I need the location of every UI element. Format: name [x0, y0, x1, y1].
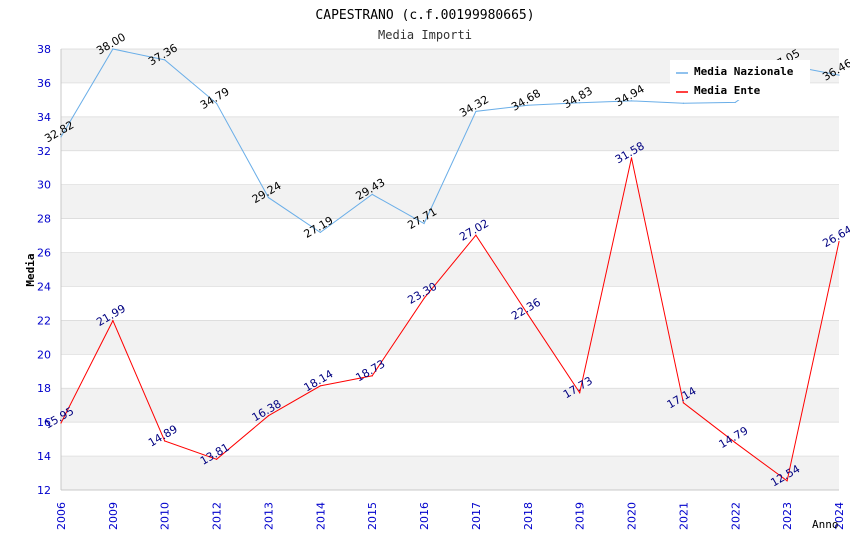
x-tick-label: 2014	[314, 502, 327, 530]
chart-subtitle: Media Importi	[378, 28, 472, 42]
x-tick-label: 2017	[470, 502, 483, 530]
data-point	[838, 241, 840, 243]
y-tick-label: 38	[37, 43, 51, 56]
legend-label-media-ente: Media Ente	[694, 84, 761, 97]
series-line-media-nazionale	[60, 48, 840, 234]
data-point	[371, 193, 373, 195]
y-tick-label: 28	[37, 213, 51, 226]
x-tick-label: 2020	[626, 502, 639, 530]
series-lines	[60, 48, 840, 482]
y-tick-label: 20	[37, 348, 51, 361]
plot-band	[61, 184, 839, 219]
plot-band	[61, 116, 839, 151]
y-tick-label: 22	[37, 314, 51, 327]
y-tick-label: 34	[37, 111, 51, 124]
x-tick-label: 2019	[574, 502, 587, 530]
y-tick-label: 30	[37, 179, 51, 192]
data-point	[786, 480, 788, 482]
y-axis-label: Media	[24, 253, 37, 286]
data-point	[579, 102, 581, 104]
data-label: 14.79	[717, 424, 751, 451]
data-point	[838, 74, 840, 76]
data-point	[60, 136, 62, 138]
x-tick-label: 2018	[522, 502, 535, 530]
data-label: 26.64	[820, 223, 850, 250]
plot-band	[61, 320, 839, 355]
plot-background-bands	[61, 49, 839, 490]
data-point	[371, 375, 373, 377]
data-point	[423, 297, 425, 299]
data-point	[475, 110, 477, 113]
x-tick-label: 2021	[677, 502, 690, 530]
x-tick-label: 2023	[781, 502, 794, 530]
data-label: 27.02	[457, 217, 491, 244]
plot-band	[61, 388, 839, 423]
data-point	[216, 102, 218, 105]
x-tick-label: 2012	[211, 502, 224, 530]
data-point	[734, 101, 736, 104]
data-point	[60, 422, 62, 424]
data-point	[267, 415, 270, 417]
y-axis-tick-labels: 12 14 16 18 20 22 24 26 28 30 32 34 36 38	[37, 43, 51, 497]
data-point	[164, 440, 166, 442]
y-tick-label: 12	[37, 484, 51, 497]
y-tick-label: 14	[37, 450, 51, 463]
y-tick-label: 24	[37, 280, 51, 293]
x-axis-label: Anno	[812, 518, 839, 531]
data-point	[423, 222, 425, 225]
chart-title: CAPESTRANO (c.f.00199980665)	[315, 8, 534, 23]
plot-band	[61, 456, 839, 490]
legend-label-media-nazionale: Media Nazionale	[694, 65, 794, 78]
x-tick-label: 2010	[159, 502, 172, 530]
x-tick-label: 2006	[55, 502, 68, 530]
y-tick-label: 18	[37, 382, 51, 395]
data-point	[527, 313, 529, 315]
data-point	[319, 231, 321, 233]
data-point	[682, 402, 685, 404]
x-axis-tick-labels: 2006 2009 2010 2012 2013 2014 2015 2016 2017 2018…	[55, 502, 846, 530]
data-label: 34.83	[561, 84, 595, 111]
plot-band	[61, 252, 839, 287]
data-label: 15.95	[42, 404, 76, 431]
x-tick-label: 2013	[262, 502, 275, 530]
data-label: 22.36	[509, 296, 543, 323]
legend: Media Nazionale Media Ente	[670, 60, 810, 100]
x-tick-label: 2024	[833, 502, 846, 530]
data-label: 34.68	[509, 87, 543, 114]
x-tick-label: 2022	[729, 502, 742, 530]
data-point	[630, 157, 633, 159]
y-tick-label: 36	[37, 77, 51, 90]
data-label: 34.79	[198, 85, 232, 112]
data-point	[527, 104, 529, 106]
data-point	[112, 48, 114, 50]
y-tick-label: 16	[37, 416, 51, 429]
data-point	[579, 392, 581, 394]
data-point	[475, 234, 477, 236]
data-point	[112, 319, 114, 322]
data-point	[164, 59, 166, 61]
data-point	[630, 100, 633, 102]
data-point	[319, 385, 321, 387]
data-label: 14.89	[146, 422, 180, 449]
data-point	[267, 196, 270, 199]
x-tick-label: 2009	[107, 502, 120, 530]
y-tick-label: 26	[37, 247, 51, 260]
data-point	[734, 442, 736, 444]
data-label: 34.94	[613, 82, 647, 109]
legend-box	[670, 60, 810, 100]
data-point	[682, 102, 685, 104]
y-tick-label: 32	[37, 145, 51, 158]
x-tick-label: 2015	[366, 502, 379, 530]
data-point	[216, 458, 218, 460]
x-tick-label: 2016	[418, 502, 431, 530]
data-label: 18.73	[354, 357, 388, 384]
gridlines	[61, 48, 839, 491]
series-line-media-ente	[60, 157, 840, 482]
